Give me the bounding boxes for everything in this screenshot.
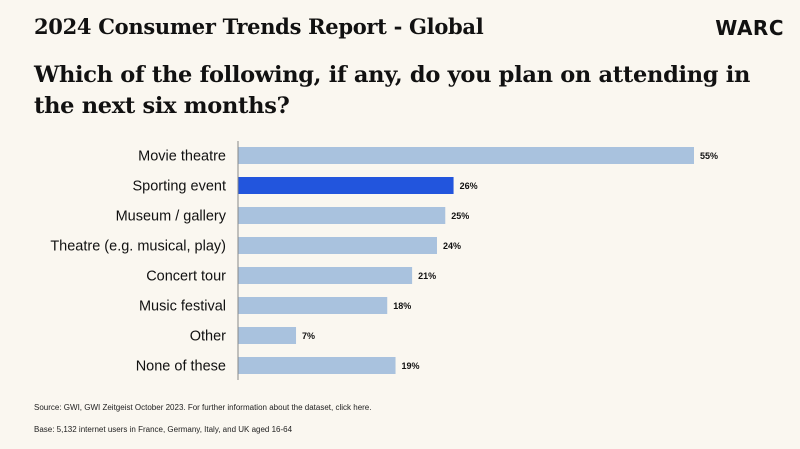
category-label-theatre-e-g-musical-play: Theatre (e.g. musical, play) [50, 239, 226, 255]
value-label-movie-theatre: 55% [700, 151, 718, 161]
source-note: Source: GWI, GWI Zeitgeist October 2023.… [34, 403, 372, 412]
value-label-none-of-these: 19% [402, 361, 420, 371]
bar-sporting-event [238, 177, 454, 194]
bar-concert-tour [238, 267, 413, 284]
report-title: 2024 Consumer Trends Report - Global [34, 14, 484, 39]
value-label-other: 7% [302, 331, 315, 341]
base-note: Base: 5,132 internet users in France, Ge… [34, 425, 293, 434]
category-label-sporting-event: Sporting event [132, 179, 226, 195]
category-label-music-festival: Music festival [139, 299, 226, 315]
category-label-other: Other [190, 329, 226, 345]
bar-other [238, 327, 297, 344]
category-label-movie-theatre: Movie theatre [138, 149, 226, 165]
chart-question: Which of the following, if any, do you p… [34, 62, 751, 119]
value-label-concert-tour: 21% [418, 271, 436, 281]
bar-music-festival [238, 297, 388, 314]
value-label-museum-gallery: 25% [451, 211, 469, 221]
value-label-theatre-e-g-musical-play: 24% [443, 241, 461, 251]
category-label-concert-tour: Concert tour [146, 269, 226, 285]
value-label-sporting-event: 26% [460, 181, 478, 191]
value-label-music-festival: 18% [393, 301, 411, 311]
bar-none-of-these [238, 357, 396, 374]
category-label-museum-gallery: Museum / gallery [116, 209, 227, 225]
bar-museum-gallery [238, 207, 446, 224]
bar-movie-theatre [238, 147, 694, 164]
bar-theatre-e-g-musical-play [238, 237, 437, 254]
warc-logo: WARC [715, 16, 784, 40]
category-label-none-of-these: None of these [136, 359, 226, 375]
